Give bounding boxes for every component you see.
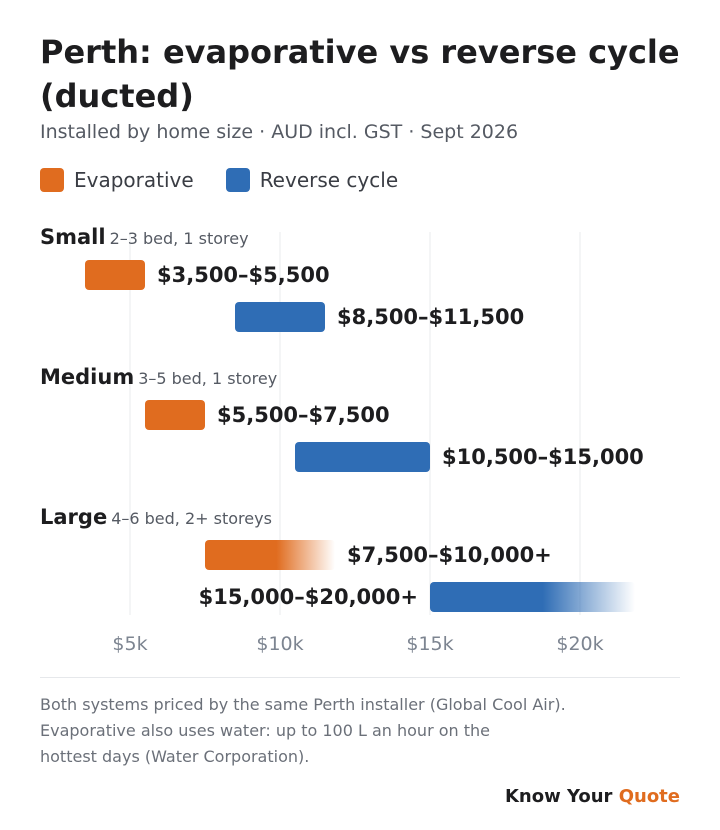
bar-value-label: $10,500–$15,000: [442, 445, 644, 469]
group-label: Small 2–3 bed, 1 storey: [40, 225, 249, 249]
bar-reverse-cycle: [295, 442, 430, 472]
footnote-divider: [40, 677, 680, 678]
page-title: Perth: evaporative vs reverse cycle (duc…: [40, 33, 680, 115]
legend-swatch-reverse-cycle: [225, 168, 250, 192]
x-tick-label: $20k: [556, 633, 603, 655]
x-tick-label: $10k: [256, 633, 303, 655]
bar-reverse-cycle: [430, 582, 635, 612]
footnote: Both systems priced by the same Perth in…: [40, 692, 600, 770]
brand-logo: Know Your Quote: [505, 786, 680, 807]
legend-item-evaporative: Evaporative: [40, 168, 194, 192]
x-tick-label: $15k: [406, 633, 453, 655]
legend-swatch-evaporative: [40, 168, 64, 192]
legend-item-reverse-cycle: Reverse cycle: [225, 168, 399, 192]
bar-value-label: $8,500–$11,500: [337, 305, 524, 329]
footnote-line: Both systems priced by the same Perth in…: [40, 695, 566, 714]
bar-evaporative: [85, 260, 145, 290]
legend-label-evaporative: Evaporative: [74, 168, 194, 192]
chart-legend: Evaporative Reverse cycle: [40, 166, 430, 194]
footnote-line: Evaporative also uses water: up to 100 L…: [40, 721, 491, 740]
chart-subtitle: Installed by home size · AUD incl. GST ·…: [40, 121, 519, 143]
bar-reverse-cycle: [235, 302, 325, 332]
bar-value-label: $3,500–$5,500: [157, 263, 330, 287]
range-bar-chart: $5k $10k $15k $20k Small 2–3 bed, 1 storey $3,…: [40, 225, 644, 655]
group-label: Large 4–6 bed, 2+ storeys: [40, 505, 272, 529]
group-label: Medium 3–5 bed, 1 storey: [40, 365, 277, 389]
bar-value-label: $7,500–$10,000+: [347, 543, 552, 567]
legend-label-reverse-cycle: Reverse cycle: [259, 168, 399, 192]
x-tick-label: $5k: [112, 633, 147, 655]
brand-accent-text: Quote: [618, 786, 680, 807]
footnote-line: hottest days (Water Corporation).: [40, 747, 310, 766]
bar-value-label: $15,000–$20,000+: [199, 585, 418, 609]
bar-evaporative: [145, 400, 205, 430]
bar-evaporative: [205, 540, 335, 570]
bar-value-label: $5,500–$7,500: [217, 403, 390, 427]
brand-text: Know Your: [504, 786, 613, 807]
